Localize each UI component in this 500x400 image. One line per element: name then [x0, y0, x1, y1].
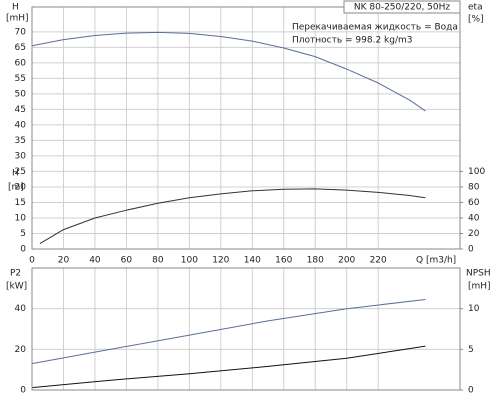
x-tick-label: 60 — [121, 256, 133, 266]
y-tick-label: 40 — [15, 120, 27, 130]
x-tick-label: 20 — [58, 256, 70, 266]
y-tick-label: 20 — [15, 182, 27, 192]
x-tick-label: 120 — [212, 256, 229, 266]
y-unit: [kW] — [6, 282, 27, 292]
y-tick-label: 40 — [15, 304, 27, 314]
y2-tick-label: 60 — [468, 198, 480, 208]
y2-tick-label: 40 — [468, 213, 480, 223]
y2-tick-label: 100 — [468, 167, 485, 177]
annotation: Плотность = 998.2 kg/m3 — [292, 36, 413, 46]
y-label: P2 — [10, 269, 21, 279]
y-tick-label: 25 — [15, 167, 26, 177]
y-tick-label: 35 — [15, 136, 26, 146]
curve — [39, 188, 426, 245]
y-tick-label: 20 — [15, 345, 27, 355]
x-tick-label: 0 — [29, 256, 35, 266]
y2-tick-label: 5 — [468, 345, 474, 355]
x-tick-label: 220 — [370, 256, 387, 266]
y-tick-label: 65 — [15, 43, 26, 53]
y-unit: [mH] — [6, 14, 29, 24]
y2-unit: [mH] — [468, 282, 491, 292]
y-tick-label: 10 — [15, 213, 27, 223]
x-tick-label: 40 — [89, 256, 101, 266]
y-tick-label: 15 — [15, 198, 26, 208]
y2-tick-label: 0 — [468, 386, 474, 396]
y2-tick-label: 10 — [468, 304, 480, 314]
y-label: H — [12, 3, 19, 13]
x-label: Q [m3/h] — [416, 256, 456, 266]
y-label: H — [12, 169, 19, 179]
y-tick-label: 30 — [15, 151, 27, 161]
x-tick-label: 200 — [338, 256, 355, 266]
y-tick-label: 0 — [20, 245, 26, 255]
title-box — [343, 0, 461, 14]
y-tick-label: 0 — [20, 386, 26, 396]
curve — [31, 299, 426, 365]
curve — [31, 345, 426, 389]
x-tick-label: 140 — [244, 256, 261, 266]
y2-label: NPSH — [466, 269, 491, 279]
y-tick-label: 5 — [20, 229, 26, 239]
y2-tick-label: 80 — [468, 182, 480, 192]
y-unit: [m] — [8, 183, 24, 193]
plot-frame — [31, 6, 461, 250]
x-tick-label: 80 — [152, 256, 164, 266]
x-tick-label: 100 — [181, 256, 198, 266]
y-tick-label: 70 — [15, 27, 27, 37]
y-tick-label: 55 — [15, 74, 26, 84]
x-tick-label: 180 — [307, 256, 324, 266]
y2-label: eta — [468, 3, 483, 13]
x-tick-label: 160 — [275, 256, 292, 266]
y2-unit: [%] — [468, 15, 484, 25]
y-tick-label: 45 — [15, 105, 26, 115]
curve — [31, 31, 426, 112]
y-tick-label: 60 — [15, 58, 27, 68]
plot-frame — [31, 267, 461, 391]
y2-tick-label: 0 — [468, 245, 474, 255]
annotation: Перекачиваемая жидкость = Вода — [292, 23, 458, 33]
y-tick-label: 50 — [15, 89, 27, 99]
chart-title: NK 80-250/220, 50Hz — [354, 3, 451, 13]
y2-tick-label: 20 — [468, 229, 480, 239]
